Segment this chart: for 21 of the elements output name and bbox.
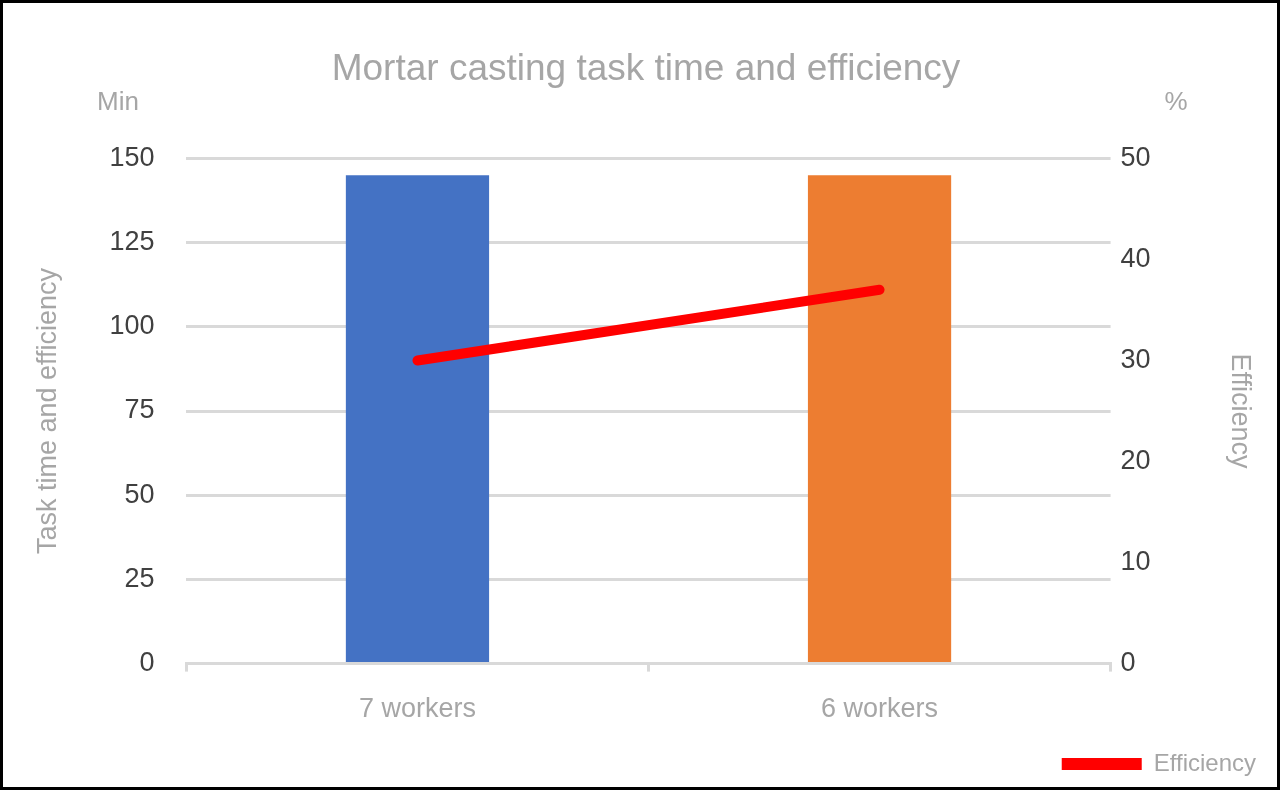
y2-axis-title: Efficiency: [1226, 353, 1257, 470]
legend-label: Efficiency: [1153, 748, 1257, 776]
y-tick-label: 100: [109, 310, 155, 341]
y-tick-label: 125: [109, 226, 155, 257]
y2-tick-label: 20: [1120, 444, 1151, 475]
y-axis-title: Task time and efficiency: [31, 267, 62, 555]
x-tick-label: 6 workers: [821, 693, 939, 724]
chart-title: Mortar casting task time and efficiency: [331, 47, 961, 89]
y-tick-label: 25: [124, 562, 155, 593]
y2-tick-label: 0: [1120, 647, 1136, 678]
y2-tick-label: 50: [1120, 141, 1151, 172]
y2-tick-label: 30: [1120, 343, 1151, 374]
y-tick-label: 150: [109, 141, 155, 172]
y-tick-label: 50: [124, 478, 155, 509]
y-tick-label: 0: [139, 647, 155, 678]
y2-tick-label: 10: [1120, 546, 1151, 577]
y-tick-label: 75: [124, 394, 155, 425]
text: Min: [97, 85, 139, 116]
y2-tick-label: 40: [1120, 242, 1151, 273]
text: %: [1164, 85, 1188, 116]
x-tick-label: 7 workers: [358, 693, 476, 724]
